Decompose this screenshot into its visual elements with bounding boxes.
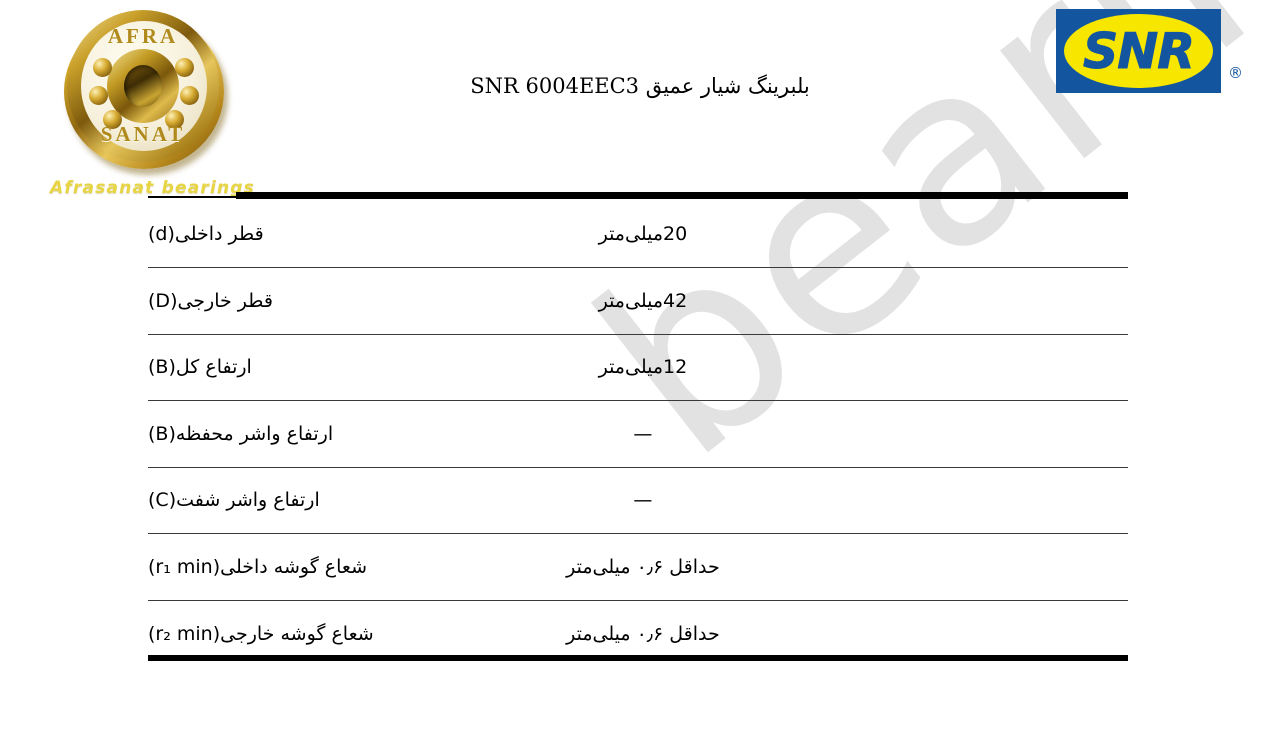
spec-label: ارتفاع واشر محفظه(B) [148,400,482,467]
spec-empty-cell [804,333,1128,401]
table-row: حداقل ۰٫۶ میلی‌متر شعاع گوشه داخلی(r₁ mi… [148,533,1128,600]
spec-label: قطر داخلی(d) [148,223,264,245]
table-top-rule-thin [148,196,236,198]
spec-empty-cell [805,201,1128,268]
logo-word-afra: AFRA [107,24,179,48]
spec-value: — [481,466,805,534]
bearing-ball [93,58,112,77]
page-title: بلبرینگ شیار عمیق SNR 6004EEC3 [470,74,810,98]
bearing-ball [175,58,194,77]
table-row: 20میلی‌متر قطر داخلی(d) [148,201,1128,268]
table-top-rule-thick [236,192,1128,199]
bearing-ball [180,86,199,105]
spec-value: 12میلی‌متر [481,333,805,401]
snr-logo: SNR [1056,9,1221,93]
spec-empty-cell [804,267,1128,334]
spec-value: حداقل ۰٫۶ میلی‌متر [481,533,805,600]
spec-empty-cell [804,533,1128,600]
bearing-bore [124,65,162,107]
spec-label: شعاع گوشه داخلی(r₁ min) [148,533,482,600]
bearing-ball [89,86,108,105]
table-row: — ارتفاع واشر شفت(C) [148,466,1128,534]
bearing-ring-face: AFRA SANAT [67,10,219,162]
spec-empty-cell [804,400,1128,467]
spec-label: ارتفاع واشر شفت(C) [148,466,482,534]
table-row: — ارتفاع واشر محفظه(B) [148,400,1128,467]
bearing-ball [103,110,122,129]
spec-empty-cell [804,466,1128,534]
bearing-ball [165,110,184,129]
snr-logo-ellipse [1064,14,1213,88]
table-bottom-rule [148,655,1128,661]
afra-sanat-bearing-logo: AFRA SANAT Afrasanat bearings [40,6,270,201]
spec-value: 20میلی‌متر [598,223,688,245]
bearing-spec-table: 20میلی‌متر قطر داخلی(d) 42میلی‌متر قطر خ… [148,201,1128,667]
table-row: 42میلی‌متر قطر خارجی(D) [148,267,1128,334]
snr-logo-text: SNR [1082,22,1195,80]
bearing-illustration-icon: AFRA SANAT [64,10,228,174]
afra-logo-tagline: Afrasanat bearings [50,178,255,198]
spec-value: — [481,400,805,467]
spec-label: قطر خارجی(D) [148,267,482,334]
spec-table-body: 20میلی‌متر قطر داخلی(d) 42میلی‌متر قطر خ… [148,201,1128,667]
registered-trademark-icon: ® [1228,64,1243,82]
page-header: AFRA SANAT Afrasanat bearings بلبرینگ شی… [0,0,1275,200]
table-row: 12میلی‌متر ارتفاع کل(B) [148,333,1128,401]
logo-word-sanat: SANAT [100,122,186,146]
spec-label: ارتفاع کل(B) [148,333,482,401]
spec-value: 42میلی‌متر [481,267,805,334]
